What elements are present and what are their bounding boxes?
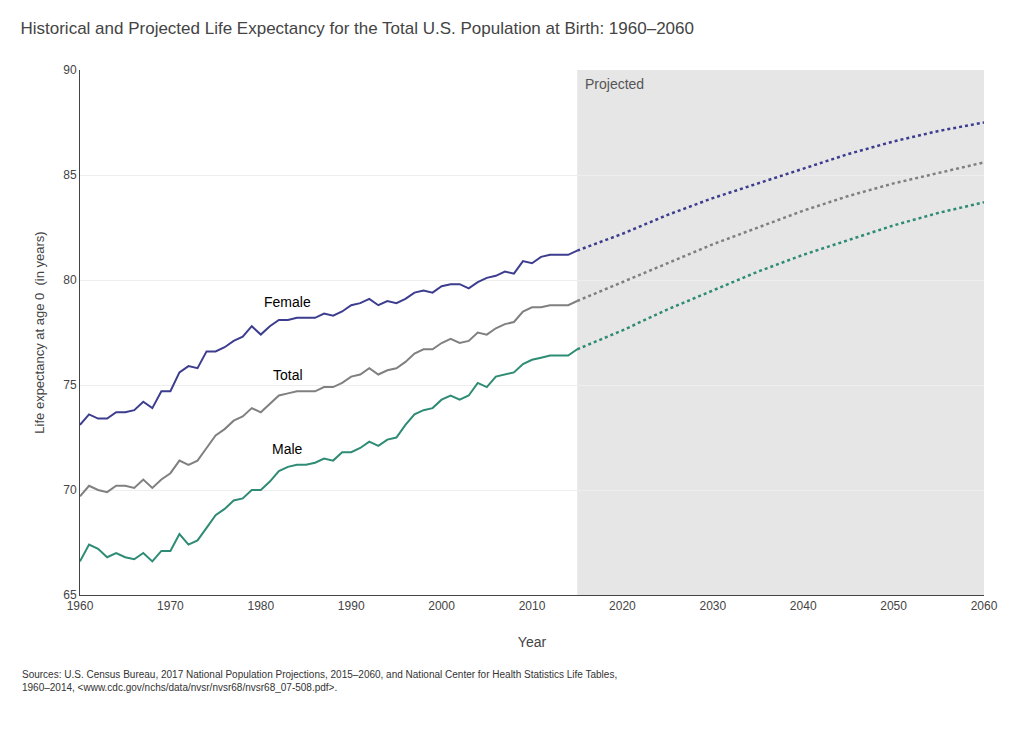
svg-text:2020: 2020: [609, 599, 636, 613]
svg-text:1980: 1980: [247, 599, 274, 613]
svg-text:Year: Year: [518, 634, 547, 650]
svg-text:2030: 2030: [699, 599, 726, 613]
svg-text:Total: Total: [273, 367, 303, 383]
svg-text:1970: 1970: [157, 599, 184, 613]
svg-text:2060: 2060: [971, 599, 998, 613]
svg-text:2050: 2050: [880, 599, 907, 613]
svg-text:2000: 2000: [428, 599, 455, 613]
svg-text:90: 90: [63, 63, 77, 77]
svg-text:Life expectancy at age 0 (in: Life expectancy at age 0 (in years): [32, 231, 47, 433]
svg-text:Male: Male: [272, 441, 303, 457]
svg-text:1990: 1990: [338, 599, 365, 613]
svg-text:Projected: Projected: [585, 76, 644, 92]
svg-text:2040: 2040: [790, 599, 817, 613]
svg-text:Female: Female: [264, 294, 311, 310]
svg-text:85: 85: [63, 168, 77, 182]
svg-text:Historical and Projected Life: Historical and Projected Life Expectancy…: [20, 19, 693, 38]
svg-text:65: 65: [63, 588, 77, 602]
svg-text:70: 70: [63, 483, 77, 497]
svg-text:Sources: U.S. Census Bureau, 2: Sources: U.S. Census Bureau, 2017 Nation…: [22, 669, 617, 693]
svg-text:1960: 1960: [67, 599, 94, 613]
svg-text:2010: 2010: [519, 599, 546, 613]
svg-text:80: 80: [63, 273, 77, 287]
svg-text:75: 75: [63, 378, 77, 392]
